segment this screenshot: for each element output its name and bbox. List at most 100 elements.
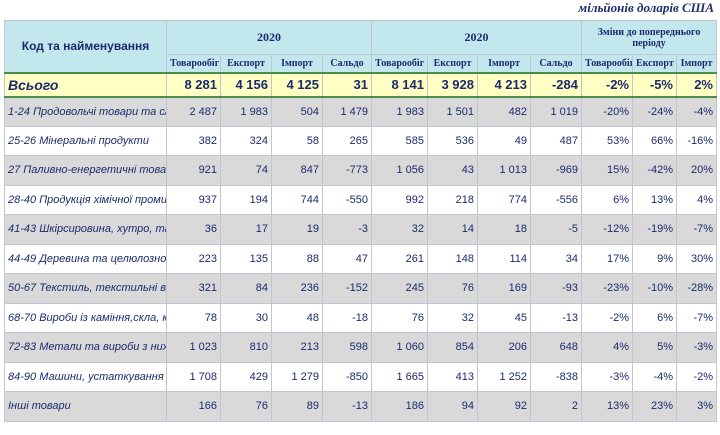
table-cell: 223 bbox=[166, 243, 221, 274]
column-header: Експорт bbox=[632, 54, 677, 73]
row-label: 1-24 Продовольчі товари та с/г продукція bbox=[4, 96, 167, 127]
table-cell: 265 bbox=[322, 125, 372, 156]
table-cell: 8 281 bbox=[166, 71, 221, 98]
row-label: 68-70 Вироби із каміння,скла, кераміка bbox=[4, 302, 167, 333]
table-cell: -5 bbox=[530, 214, 582, 245]
table-cell: -2% bbox=[676, 361, 717, 392]
table-cell: 84 bbox=[220, 273, 272, 304]
table-cell: 382 bbox=[166, 125, 221, 156]
table-cell: 585 bbox=[371, 125, 428, 156]
trade-table: Код та найменування 2020 2020 Зміни до п… bbox=[4, 20, 717, 422]
table-cell: 3% bbox=[676, 391, 717, 422]
table-cell: 1 501 bbox=[427, 96, 478, 127]
table-cell: 78 bbox=[166, 302, 221, 333]
table-cell: 32 bbox=[371, 214, 428, 245]
row-label: 50-67 Текстиль, текстильні вироби, взутт… bbox=[4, 273, 167, 304]
table-cell: -4% bbox=[676, 96, 717, 127]
table-cell: 89 bbox=[271, 391, 323, 422]
table-cell: 17 bbox=[220, 214, 272, 245]
table-cell: 88 bbox=[271, 243, 323, 274]
table-cell: 261 bbox=[371, 243, 428, 274]
table-cell: -2% bbox=[581, 71, 633, 98]
table-cell: -10% bbox=[632, 273, 677, 304]
table-cell: -24% bbox=[632, 96, 677, 127]
table-cell: -28% bbox=[676, 273, 717, 304]
table-cell: 4% bbox=[676, 184, 717, 215]
table-cell: 4 125 bbox=[271, 71, 323, 98]
table-cell: 30% bbox=[676, 243, 717, 274]
table-cell: -7% bbox=[676, 302, 717, 333]
table-cell: 76 bbox=[220, 391, 272, 422]
table-cell: 6% bbox=[581, 184, 633, 215]
table-cell: 169 bbox=[477, 273, 531, 304]
table-cell: 76 bbox=[427, 273, 478, 304]
table-cell: 1 983 bbox=[371, 96, 428, 127]
table-row: 68-70 Вироби із каміння,скла, кераміка78… bbox=[4, 302, 717, 333]
table-cell: -2% bbox=[581, 302, 633, 333]
table-cell: 324 bbox=[220, 125, 272, 156]
column-header: Товарообіг bbox=[581, 54, 633, 73]
table-cell: 4% bbox=[581, 332, 633, 363]
table-cell: 186 bbox=[371, 391, 428, 422]
column-header: Імпорт bbox=[271, 54, 323, 73]
year-b-header: 2020 bbox=[371, 20, 582, 55]
row-label: Інші товари bbox=[4, 391, 167, 422]
table-cell: 1 013 bbox=[477, 155, 531, 186]
row-label: 27 Паливно-енергетичні товари bbox=[4, 155, 167, 186]
column-header: Експорт bbox=[427, 54, 478, 73]
column-header: Товарообіг bbox=[166, 54, 221, 73]
table-cell: 218 bbox=[427, 184, 478, 215]
table-cell: 206 bbox=[477, 332, 531, 363]
table-cell: 992 bbox=[371, 184, 428, 215]
table-cell: 36 bbox=[166, 214, 221, 245]
table-cell: 47 bbox=[322, 243, 372, 274]
column-header: Сальдо bbox=[322, 54, 372, 73]
table-cell: 30 bbox=[220, 302, 272, 333]
table-cell: 321 bbox=[166, 273, 221, 304]
row-label: 28-40 Продукція хімічної промисловості, … bbox=[4, 184, 167, 215]
table-cell: 15% bbox=[581, 155, 633, 186]
table-row: 72-83 Метали та вироби з них 1 023 810 213 5… bbox=[4, 332, 717, 363]
table-cell: -93 bbox=[530, 273, 582, 304]
table-cell: 810 bbox=[220, 332, 272, 363]
table-cell: -773 bbox=[322, 155, 372, 186]
table-row: 84-90 Машини, устаткування та транспорт1… bbox=[4, 361, 717, 392]
table-cell: -556 bbox=[530, 184, 582, 215]
table-cell: 5% bbox=[632, 332, 677, 363]
table-cell: -550 bbox=[322, 184, 372, 215]
table-cell: 854 bbox=[427, 332, 478, 363]
table-cell: 49 bbox=[477, 125, 531, 156]
table-cell: 9% bbox=[632, 243, 677, 274]
table-cell: 135 bbox=[220, 243, 272, 274]
table-cell: 744 bbox=[271, 184, 323, 215]
row-label: 41-43 Шкірсировина, хутро, та вироби з н… bbox=[4, 214, 167, 245]
table-cell: -3% bbox=[676, 332, 717, 363]
table-cell: 937 bbox=[166, 184, 221, 215]
table-cell: 23% bbox=[632, 391, 677, 422]
table-cell: 2 bbox=[530, 391, 582, 422]
units-note: мільйонів доларів США bbox=[578, 0, 714, 15]
table-row: 44-49 Деревина та целюлозно-паперові вир… bbox=[4, 243, 717, 274]
table-cell: 194 bbox=[220, 184, 272, 215]
table-cell: 8 141 bbox=[371, 71, 428, 98]
table-cell: 114 bbox=[477, 243, 531, 274]
table-cell: 213 bbox=[271, 332, 323, 363]
table-cell: 774 bbox=[477, 184, 531, 215]
table-cell: -13 bbox=[322, 391, 372, 422]
table-cell: 76 bbox=[371, 302, 428, 333]
table-cell: -969 bbox=[530, 155, 582, 186]
table-cell: -19% bbox=[632, 214, 677, 245]
table-cell: 4 156 bbox=[220, 71, 272, 98]
table-cell: 1 056 bbox=[371, 155, 428, 186]
table-cell: 1 060 bbox=[371, 332, 428, 363]
table-cell: 66% bbox=[632, 125, 677, 156]
table-cell: 18 bbox=[477, 214, 531, 245]
table-cell: 482 bbox=[477, 96, 531, 127]
table-cell: 1 665 bbox=[371, 361, 428, 392]
table-cell: 487 bbox=[530, 125, 582, 156]
table-cell: -3% bbox=[581, 361, 633, 392]
table-cell: 1 479 bbox=[322, 96, 372, 127]
table-cell: 536 bbox=[427, 125, 478, 156]
table-cell: 847 bbox=[271, 155, 323, 186]
table-row: 41-43 Шкірсировина, хутро, та вироби з н… bbox=[4, 214, 717, 245]
